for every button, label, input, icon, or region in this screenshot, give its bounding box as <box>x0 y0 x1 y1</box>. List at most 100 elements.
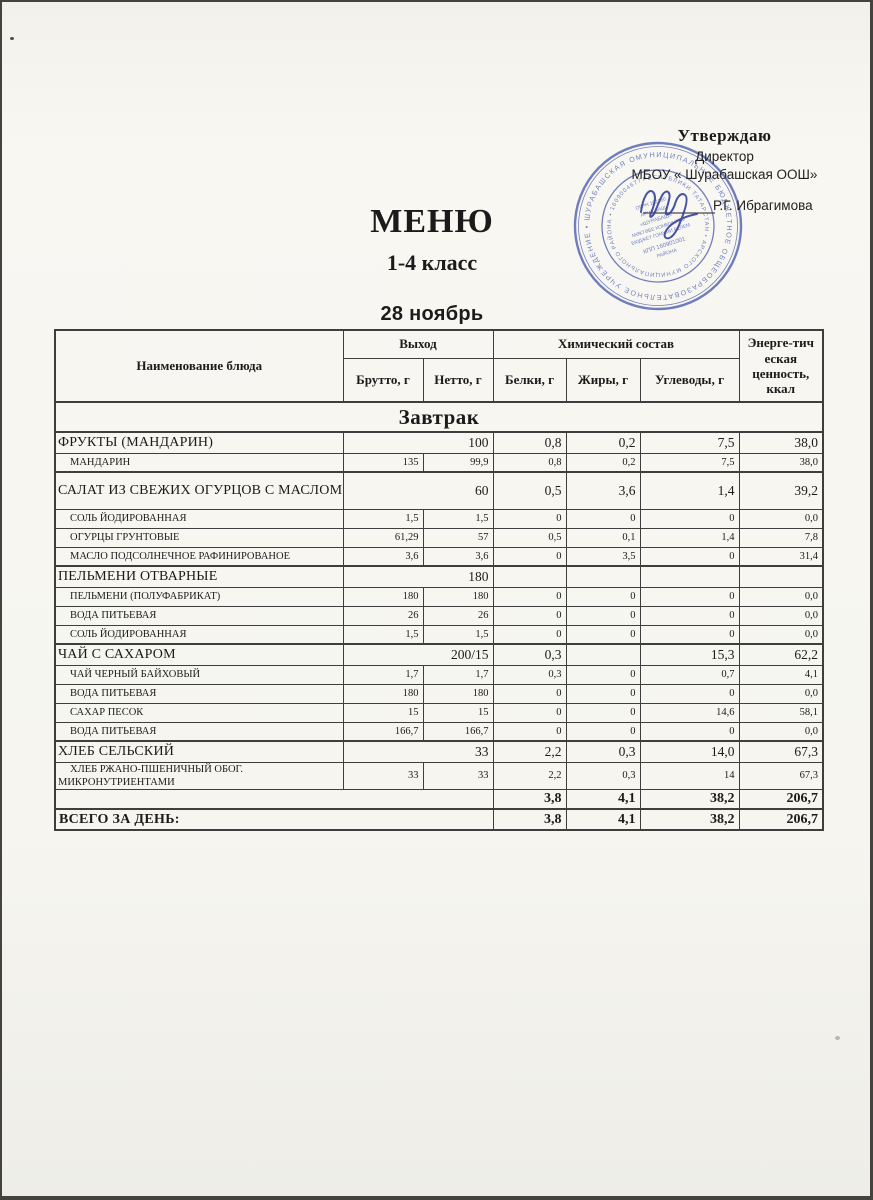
cell-energy: 0,0 <box>738 605 824 626</box>
cell-name: СОЛЬ ЙОДИРОВАННАЯ <box>54 508 344 529</box>
cell-fat: 0 <box>565 508 641 529</box>
cell-netto: 180 <box>422 586 494 607</box>
cell-netto: 1,5 <box>422 508 494 529</box>
cell-name: САЛАТ ИЗ СВЕЖИХ ОГУРЦОВ С МАСЛОМ <box>54 471 344 510</box>
table-row: ВОДА ПИТЬЕВАЯ 180 180 0 0 0 0,0 <box>54 683 824 704</box>
cell-fat: 4,1 <box>565 788 641 810</box>
cell-protein: 0,5 <box>492 527 567 548</box>
col-header-chem-group: Химический состав <box>492 329 740 359</box>
cell-brutto: 180 <box>342 683 424 704</box>
cell-energy: 67,3 <box>738 740 824 763</box>
table-row: 3,8 4,1 38,2 206,7 <box>54 788 824 810</box>
table-row: ХЛЕБ РЖАНО-ПШЕНИЧНЫЙ ОБОГ. МИКРОНУТРИЕНТ… <box>54 761 824 790</box>
cell-carbs: 7,5 <box>639 431 740 454</box>
cell-carbs: 14 <box>639 761 740 790</box>
cell-energy: 0,0 <box>738 508 824 529</box>
cell-fat: 0 <box>565 586 641 607</box>
cell-name: МАСЛО ПОДСОЛНЕЧНОЕ РАФИНИРОВАНОЕ <box>54 546 344 567</box>
table-row: СОЛЬ ЙОДИРОВАННАЯ 1,5 1,5 0 0 0 0,0 <box>54 624 824 645</box>
approval-block: Утверждаю Директор МБОУ « Шурабашская ОО… <box>602 126 847 182</box>
cell-fat: 0,3 <box>565 740 641 763</box>
cell-carbs: 0 <box>639 605 740 626</box>
cell-label: ВСЕГО ЗА ДЕНЬ: <box>54 808 494 831</box>
cell-energy: 58,1 <box>738 702 824 723</box>
cell-netto: 57 <box>422 527 494 548</box>
cell-protein: 0 <box>492 624 567 645</box>
cell-protein: 2,2 <box>492 740 567 763</box>
cell-fat: 4,1 <box>565 808 641 831</box>
cell-energy: 0,0 <box>738 683 824 704</box>
cell-carbs: 0 <box>639 586 740 607</box>
cell-fat: 0 <box>565 605 641 626</box>
table-row: ВОДА ПИТЬЕВАЯ 26 26 0 0 0 0,0 <box>54 605 824 626</box>
cell-label <box>54 788 494 810</box>
cell-name: ФРУКТЫ (МАНДАРИН) <box>54 431 344 454</box>
cell-fat: 0,2 <box>565 452 641 473</box>
cell-name: САХАР ПЕСОК <box>54 702 344 723</box>
cell-name: ХЛЕБ РЖАНО-ПШЕНИЧНЫЙ ОБОГ. МИКРОНУТРИЕНТ… <box>54 761 344 790</box>
cell-brutto: 135 <box>342 452 424 473</box>
cell-fat: 0 <box>565 702 641 723</box>
cell-name: СОЛЬ ЙОДИРОВАННАЯ <box>54 624 344 645</box>
cell-output: 33 <box>342 740 494 763</box>
col-header-brutto: Брутто, г <box>342 357 424 403</box>
cell-name: ПЕЛЬМЕНИ ОТВАРНЫЕ <box>54 565 344 588</box>
cell-carbs: 15,3 <box>639 643 740 666</box>
table-row: ПЕЛЬМЕНИ ОТВАРНЫЕ 180 <box>54 565 824 588</box>
cell-brutto: 166,7 <box>342 721 424 742</box>
class-subtitle: 1-4 класс <box>386 250 478 275</box>
menu-date: 28 ноябрь <box>380 303 484 325</box>
cell-output: 100 <box>342 431 494 454</box>
cell-fat: 3,6 <box>565 471 641 510</box>
approve-label: Утверждаю <box>677 126 772 145</box>
cell-fat: 0 <box>565 683 641 704</box>
cell-output: 180 <box>342 565 494 588</box>
cell-brutto: 180 <box>342 586 424 607</box>
cell-carbs: 0 <box>639 546 740 567</box>
cell-carbs: 0 <box>639 508 740 529</box>
table-row: ОГУРЦЫ ГРУНТОВЫЕ 61,29 57 0,5 0,1 1,4 7,8 <box>54 527 824 548</box>
cell-carbs: 14,0 <box>639 740 740 763</box>
cell-netto: 33 <box>422 761 494 790</box>
director-signature <box>627 180 747 260</box>
table-header-row: Наименование блюда Выход Химический сост… <box>54 329 824 403</box>
cell-name: ОГУРЦЫ ГРУНТОВЫЕ <box>54 527 344 548</box>
cell-netto: 26 <box>422 605 494 626</box>
cell-energy: 206,7 <box>738 808 824 831</box>
table-row: МАСЛО ПОДСОЛНЕЧНОЕ РАФИНИРОВАНОЕ 3,6 3,6 0 3… <box>54 546 824 567</box>
table-row: ЧАЙ ЧЕРНЫЙ БАЙХОВЫЙ 1,7 1,7 0,3 0 0,7 4,1 <box>54 664 824 685</box>
cell-name: ВОДА ПИТЬЕВАЯ <box>54 683 344 704</box>
table-row: ВСЕГО ЗА ДЕНЬ: 3,8 4,1 38,2 206,7 <box>54 808 824 831</box>
table-row: САЛАТ ИЗ СВЕЖИХ ОГУРЦОВ С МАСЛОМ 60 0,5 3,6… <box>54 471 824 510</box>
page-title: МЕНЮ <box>370 203 494 240</box>
cell-carbs: 38,2 <box>639 808 740 831</box>
scan-speck <box>835 1036 840 1040</box>
cell-fat: 3,5 <box>565 546 641 567</box>
cell-fat: 0,2 <box>565 431 641 454</box>
cell-carbs: 1,4 <box>639 471 740 510</box>
cell-carbs: 0 <box>639 721 740 742</box>
cell-protein: 0 <box>492 546 567 567</box>
cell-energy: 62,2 <box>738 643 824 666</box>
cell-protein: 0,3 <box>492 664 567 685</box>
director-role: Директор <box>695 149 754 164</box>
cell-carbs: 0 <box>639 683 740 704</box>
cell-protein: 2,2 <box>492 761 567 790</box>
cell-netto: 1,5 <box>422 624 494 645</box>
cell-brutto: 26 <box>342 605 424 626</box>
cell-energy: 0,0 <box>738 624 824 645</box>
cell-energy: 31,4 <box>738 546 824 567</box>
cell-protein: 0,3 <box>492 643 567 666</box>
cell-protein: 0 <box>492 586 567 607</box>
cell-protein: 0,5 <box>492 471 567 510</box>
cell-carbs: 38,2 <box>639 788 740 810</box>
cell-protein: 0 <box>492 508 567 529</box>
section-header-breakfast: Завтрак <box>54 401 824 433</box>
cell-protein <box>492 565 567 588</box>
cell-fat: 0 <box>565 664 641 685</box>
cell-netto: 3,6 <box>422 546 494 567</box>
cell-energy: 38,0 <box>738 431 824 454</box>
table-row: СОЛЬ ЙОДИРОВАННАЯ 1,5 1,5 0 0 0 0,0 <box>54 508 824 529</box>
cell-netto: 15 <box>422 702 494 723</box>
